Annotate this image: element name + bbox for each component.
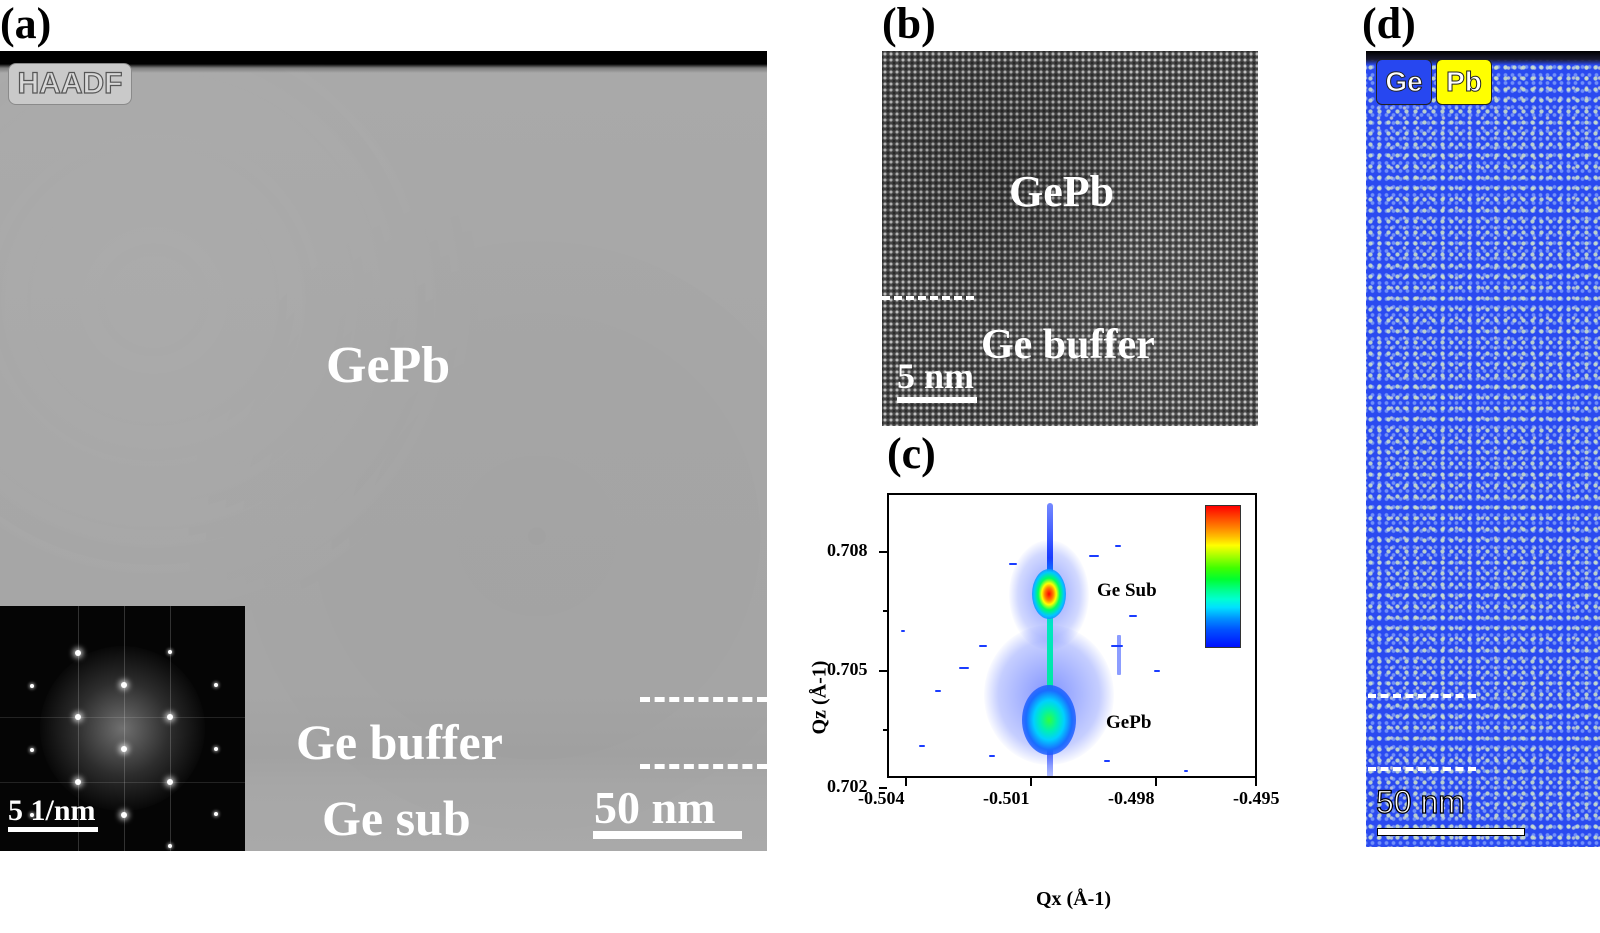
x-tick-0501: -0.501 xyxy=(983,788,1030,808)
y-tick-0702: 0.702 xyxy=(827,776,868,796)
interface-line-top xyxy=(1368,694,1476,698)
interface-line xyxy=(882,296,974,300)
y-tick-0708: 0.708 xyxy=(827,540,868,560)
panel-a-label: (a) xyxy=(0,0,52,48)
element-tag-ge: Ge xyxy=(1376,59,1432,105)
hrtem-image: GePb Ge buffer 5 nm xyxy=(882,51,1258,426)
fft-scale-bar xyxy=(8,827,98,832)
panel-b-label: (b) xyxy=(882,0,936,48)
panel-d-label: (d) xyxy=(1362,0,1416,48)
x-tick-0498: -0.498 xyxy=(1108,788,1155,808)
layer-label-ge-sub: Ge sub xyxy=(322,790,471,846)
interface-line-bottom xyxy=(1368,767,1476,771)
peak-label-gepb: GePb xyxy=(1106,712,1152,733)
interface-line-top xyxy=(640,697,767,702)
peak-ge-sub xyxy=(1032,569,1066,619)
layer-label-gepb: GePb xyxy=(1009,167,1115,216)
rsm-chart: (c) Ge Sub GePb 0.708 0.7 xyxy=(790,430,1290,933)
x-axis-label: Qx (Å-1) xyxy=(1036,888,1111,910)
haadf-mode-tag: HAADF xyxy=(8,63,132,105)
fft-inset: 5 1/nm xyxy=(0,606,245,851)
y-axis-label: Qz (Å-1) xyxy=(808,660,831,735)
fft-scale-bar-label: 5 1/nm xyxy=(8,794,96,827)
plot-area xyxy=(887,493,1257,778)
panel-c-label: (c) xyxy=(887,429,936,478)
scale-bar-label: 5 nm xyxy=(897,356,975,396)
layer-label-ge-buffer: Ge buffer xyxy=(296,714,503,770)
x-tick-0504: -0.504 xyxy=(858,788,905,808)
scale-bar xyxy=(593,831,742,839)
scale-bar xyxy=(1377,828,1525,836)
colorbar xyxy=(1205,505,1241,648)
peak-gepb xyxy=(1022,685,1076,755)
element-tag-pb: Pb xyxy=(1436,59,1492,105)
haadf-stem-image: HAADF GePb Ge buffer Ge sub 50 nm 5 1/nm xyxy=(0,51,767,851)
interface-line-bottom xyxy=(640,764,767,769)
scale-bar xyxy=(897,397,977,403)
y-tick-0705: 0.705 xyxy=(827,659,868,679)
eds-map: Ge Pb 50 nm xyxy=(1366,51,1600,847)
x-tick-0495: -0.495 xyxy=(1233,788,1280,808)
layer-label-gepb: GePb xyxy=(326,337,451,394)
scale-bar-label: 50 nm xyxy=(594,782,716,833)
layer-label-ge-buffer: Ge buffer xyxy=(981,322,1155,368)
scale-bar-label: 50 nm xyxy=(1375,783,1465,820)
peak-label-ge-sub: Ge Sub xyxy=(1097,580,1157,601)
